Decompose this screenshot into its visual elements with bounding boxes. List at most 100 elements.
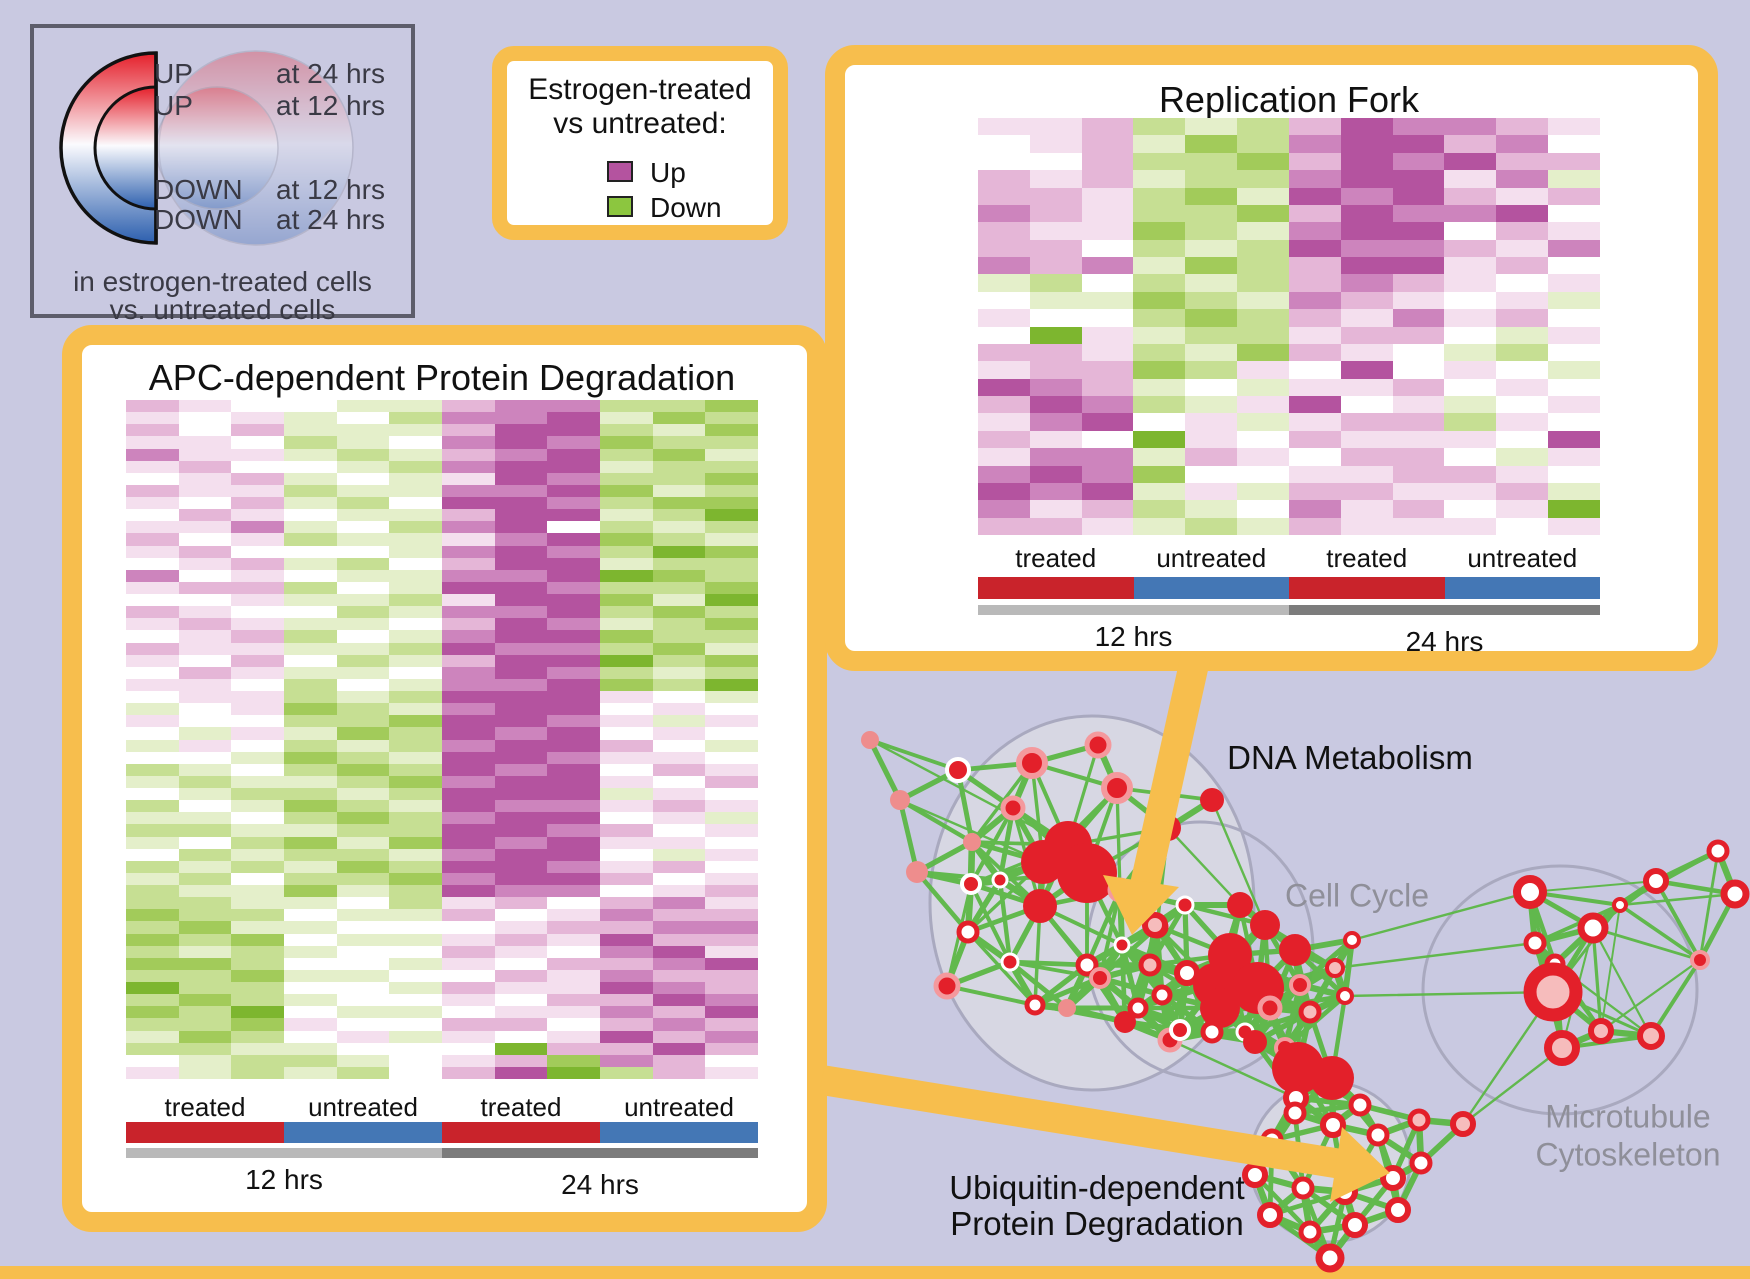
heatmap-cell (978, 309, 1030, 327)
heatmap-cell (1392, 239, 1445, 257)
heatmap-cell (1496, 413, 1549, 431)
heatmap-cell (1444, 378, 1497, 396)
heatmap-cell (1392, 291, 1445, 310)
network-edge (1618, 892, 1737, 907)
heatmap-cell (231, 472, 284, 485)
heatmap-cell (231, 824, 284, 837)
heatmap-cell (494, 812, 548, 825)
heatmap-cell (600, 763, 653, 776)
heatmap-cell (600, 497, 653, 510)
heatmap-cell (547, 727, 600, 740)
heatmap-cell (652, 1030, 706, 1043)
heatmap-cell (547, 400, 600, 413)
heatmap-cell (442, 751, 495, 764)
heatmap-cell (494, 1042, 548, 1055)
gene-node-mt (1577, 912, 1609, 944)
heatmap-cell (126, 800, 179, 813)
heatmap-cell (652, 545, 706, 558)
heatmap-cell (1548, 448, 1600, 466)
heatmap-cell (284, 436, 337, 449)
heatmap-cell (1185, 430, 1238, 449)
heatmap-cell (1237, 465, 1289, 483)
heatmap-cell (231, 957, 284, 970)
gene-node-dna (1101, 772, 1133, 804)
gene-node-cc (1227, 892, 1253, 918)
heatmap-cell (978, 170, 1030, 188)
heatmap-cell (126, 545, 179, 558)
heatmap-cell (284, 678, 337, 691)
ring-time-24-outer: at 24 hrs (276, 58, 385, 89)
heatmap-cell (600, 982, 653, 995)
heatmap-cell (1444, 274, 1497, 292)
heatmap-cell (284, 460, 337, 473)
heatmap-cell (652, 800, 706, 813)
heatmap-cell (178, 872, 232, 885)
heatmap-cell (652, 824, 706, 837)
heatmap-cell (442, 630, 495, 643)
heatmap-cell (389, 424, 442, 437)
heatmap-cell (1237, 482, 1289, 501)
heatmap-cell (178, 436, 232, 449)
heatmap-cell (126, 642, 179, 655)
heatmap-cell (600, 909, 653, 922)
network-edge-long (1210, 798, 1267, 927)
gene-node-cc (1279, 934, 1311, 966)
heatmap-cell (126, 1006, 179, 1019)
heatmap-cell (336, 957, 390, 970)
rep-fork-treatment-bars (978, 577, 1600, 599)
heatmap-cell (231, 594, 284, 607)
heatmap-cell (494, 448, 548, 461)
heatmap-cell (442, 1066, 495, 1079)
updown-ring-diagram (59, 50, 354, 246)
heatmap-cell (231, 897, 284, 910)
heatmap-cell (1029, 448, 1082, 466)
heatmap-cell (494, 994, 548, 1007)
time-24hr-bar (1289, 605, 1600, 615)
heatmap-cell (705, 460, 758, 473)
heatmap-cell (494, 1006, 548, 1019)
heatmap-cell (336, 594, 390, 607)
heatmap-cell (231, 1030, 284, 1043)
heatmap-cell (1444, 482, 1497, 501)
heatmap-cell (652, 982, 706, 995)
heatmap-cell (1133, 291, 1186, 310)
heatmap-cell (1237, 343, 1289, 362)
cluster-ellipse-mt (1421, 864, 1699, 1116)
heatmap-cell (600, 460, 653, 473)
heatmap-cell (494, 788, 548, 801)
heatmap-cell (126, 909, 179, 922)
gene-node-ub (1348, 1093, 1372, 1117)
heatmap-cell (494, 727, 548, 740)
heatmap-cell (1288, 257, 1341, 275)
heatmap-cell (178, 739, 232, 752)
heatmap-cell (1444, 361, 1497, 379)
heatmap-cell (494, 400, 548, 413)
heatmap-cell (336, 630, 390, 643)
heatmap-cell (284, 775, 337, 788)
heatmap-cell (1288, 152, 1341, 171)
heatmap-cell (178, 727, 232, 740)
treated-bar (1289, 577, 1445, 599)
heatmap-cell (336, 691, 390, 704)
heatmap-cell (1185, 517, 1238, 535)
gene-node-mt (1523, 962, 1583, 1022)
heatmap-cell (1185, 309, 1238, 327)
heatmap-cell (336, 666, 390, 679)
heatmap-cell (1081, 482, 1134, 501)
heatmap-cell (1029, 187, 1082, 205)
network-edge (1084, 887, 1123, 968)
heatmap-cell (231, 400, 284, 413)
gene-node-ub (1242, 1162, 1268, 1188)
heatmap-cell (600, 533, 653, 546)
heatmap-cell (231, 412, 284, 425)
heatmap-cell (1340, 448, 1393, 466)
heatmap-cell (600, 654, 653, 667)
heatmap-cell (1029, 274, 1082, 292)
heatmap-cell (442, 545, 495, 558)
heatmap-cell (178, 703, 232, 716)
cluster-label-microtubule-1: Microtubule (1545, 1098, 1711, 1135)
heatmap-cell (1340, 291, 1393, 310)
heatmap-cell (652, 836, 706, 849)
heatmap-cell (284, 921, 337, 934)
ring-legend-footer-1: in estrogen-treated cells (73, 266, 372, 297)
